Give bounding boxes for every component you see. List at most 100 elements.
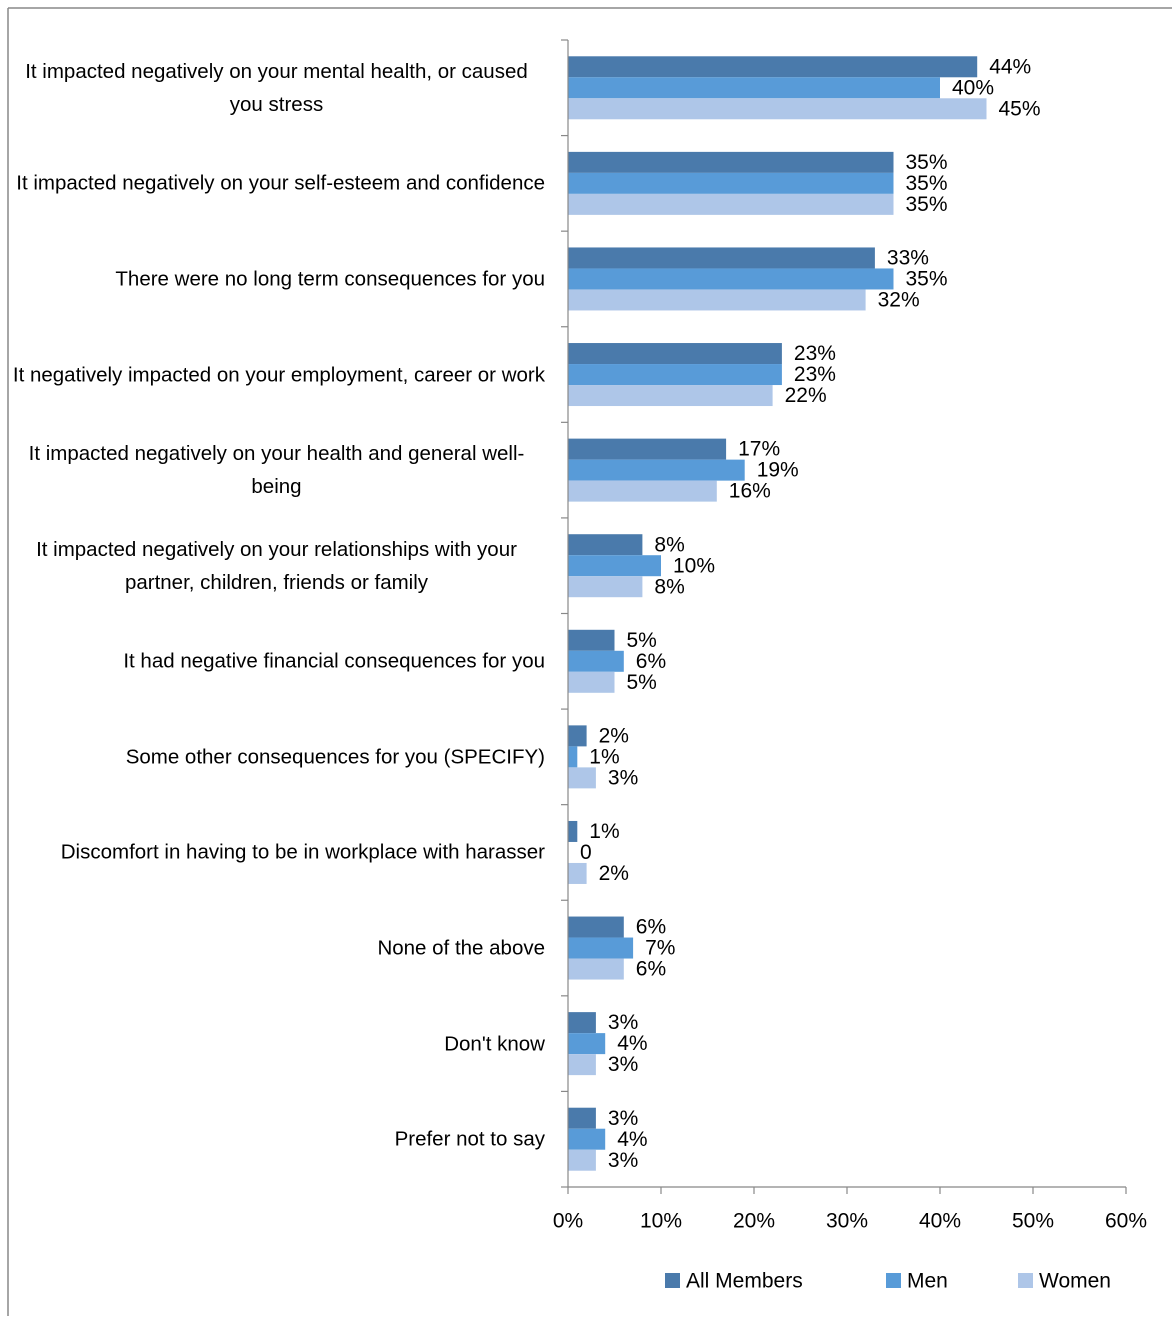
- x-tick-label: 50%: [1012, 1210, 1054, 1233]
- value-label: 32%: [878, 289, 920, 312]
- value-label: 7%: [645, 937, 675, 960]
- x-tick-label: 0%: [553, 1210, 583, 1233]
- legend-swatch: [886, 1273, 901, 1288]
- category-text: Don't know: [444, 1032, 545, 1056]
- bar: [568, 820, 578, 842]
- value-label: 8%: [654, 575, 684, 598]
- bar: [568, 937, 634, 959]
- value-label: 4%: [617, 1128, 647, 1151]
- value-label: 23%: [794, 342, 836, 365]
- bar: [568, 1149, 596, 1171]
- value-label: 33%: [887, 247, 929, 270]
- bar: [568, 916, 624, 938]
- legend-label: Men: [907, 1270, 948, 1293]
- value-label: 16%: [729, 480, 771, 503]
- bar: [568, 650, 624, 672]
- x-tick-label: 60%: [1105, 1210, 1147, 1233]
- x-tick-label: 30%: [826, 1210, 868, 1233]
- value-label: 35%: [906, 268, 948, 291]
- bar: [568, 459, 745, 481]
- value-label: 4%: [617, 1032, 647, 1055]
- value-label: 2%: [599, 862, 629, 885]
- bar: [568, 534, 643, 556]
- bar: [568, 629, 615, 651]
- value-label: 35%: [906, 151, 948, 174]
- bar: [568, 268, 894, 290]
- category-label: Prefer not to say: [8, 1123, 545, 1156]
- bar: [568, 77, 940, 99]
- category-label: It negatively impacted on your employmen…: [8, 358, 545, 391]
- category-text: None of the above: [377, 936, 545, 960]
- x-tick-label: 10%: [640, 1210, 682, 1233]
- legend-swatch: [665, 1273, 680, 1288]
- value-label: 40%: [952, 76, 994, 99]
- category-label: It impacted negatively on your health an…: [8, 437, 545, 503]
- bar: [568, 767, 596, 789]
- value-label: 2%: [599, 724, 629, 747]
- value-label: 6%: [636, 916, 666, 939]
- value-label: 8%: [654, 533, 684, 556]
- category-label: Discomfort in having to be in workplace …: [8, 836, 545, 869]
- bar: [568, 671, 615, 693]
- bar: [568, 746, 578, 768]
- value-label: 22%: [785, 384, 827, 407]
- value-label: 6%: [636, 958, 666, 981]
- value-label: 45%: [999, 97, 1041, 120]
- bar: [568, 958, 624, 980]
- bar: [568, 193, 894, 215]
- bar: [568, 1128, 606, 1150]
- value-label: 10%: [673, 554, 715, 577]
- value-label: 5%: [627, 671, 657, 694]
- legend-label: Women: [1039, 1270, 1111, 1293]
- bar: [568, 1107, 596, 1129]
- value-label: 0: [580, 841, 592, 864]
- category-text: Discomfort in having to be in workplace …: [60, 840, 545, 864]
- category-label: It impacted negatively on your relations…: [8, 533, 545, 599]
- value-label: 17%: [738, 438, 780, 461]
- value-label: 6%: [636, 650, 666, 673]
- category-label: It impacted negatively on your mental he…: [8, 55, 545, 121]
- value-label: 3%: [608, 1149, 638, 1172]
- category-text: There were no long term consequences for…: [115, 267, 545, 291]
- bar: [568, 1054, 596, 1076]
- value-label: 35%: [906, 172, 948, 195]
- bar: [568, 555, 661, 577]
- value-label: 3%: [608, 766, 638, 789]
- value-label: 1%: [589, 745, 619, 768]
- bar: [568, 725, 587, 747]
- bar: [568, 576, 643, 598]
- value-label: 5%: [627, 629, 657, 652]
- value-label: 19%: [757, 459, 799, 482]
- bar: [568, 1033, 606, 1055]
- x-tick-label: 20%: [733, 1210, 775, 1233]
- x-tick-label: 40%: [919, 1210, 961, 1233]
- category-text: It impacted negatively on your mental he…: [25, 59, 528, 116]
- value-label: 3%: [608, 1011, 638, 1034]
- category-label: Don't know: [8, 1027, 545, 1060]
- category-label: There were no long term consequences for…: [8, 262, 545, 295]
- bar: [568, 1012, 596, 1034]
- bar: [568, 438, 727, 460]
- value-label: 35%: [906, 193, 948, 216]
- bar: [568, 151, 894, 173]
- legend-swatch: [1018, 1273, 1033, 1288]
- bar: [568, 56, 978, 78]
- category-label: It had negative financial consequences f…: [8, 645, 545, 678]
- bar: [568, 172, 894, 194]
- bar: [568, 289, 866, 311]
- value-label: 3%: [608, 1053, 638, 1076]
- bar: [568, 385, 773, 407]
- category-text: Prefer not to say: [394, 1127, 545, 1151]
- bar: [568, 247, 875, 269]
- bar: [568, 480, 717, 502]
- category-text: It negatively impacted on your employmen…: [12, 363, 545, 387]
- category-text: It impacted negatively on your health an…: [28, 442, 525, 499]
- category-label: None of the above: [8, 932, 545, 965]
- category-text: It impacted negatively on your self-este…: [16, 171, 545, 195]
- value-label: 3%: [608, 1107, 638, 1130]
- category-text: It impacted negatively on your relations…: [36, 537, 517, 594]
- bar: [568, 98, 987, 120]
- category-label: It impacted negatively on your self-este…: [8, 167, 545, 200]
